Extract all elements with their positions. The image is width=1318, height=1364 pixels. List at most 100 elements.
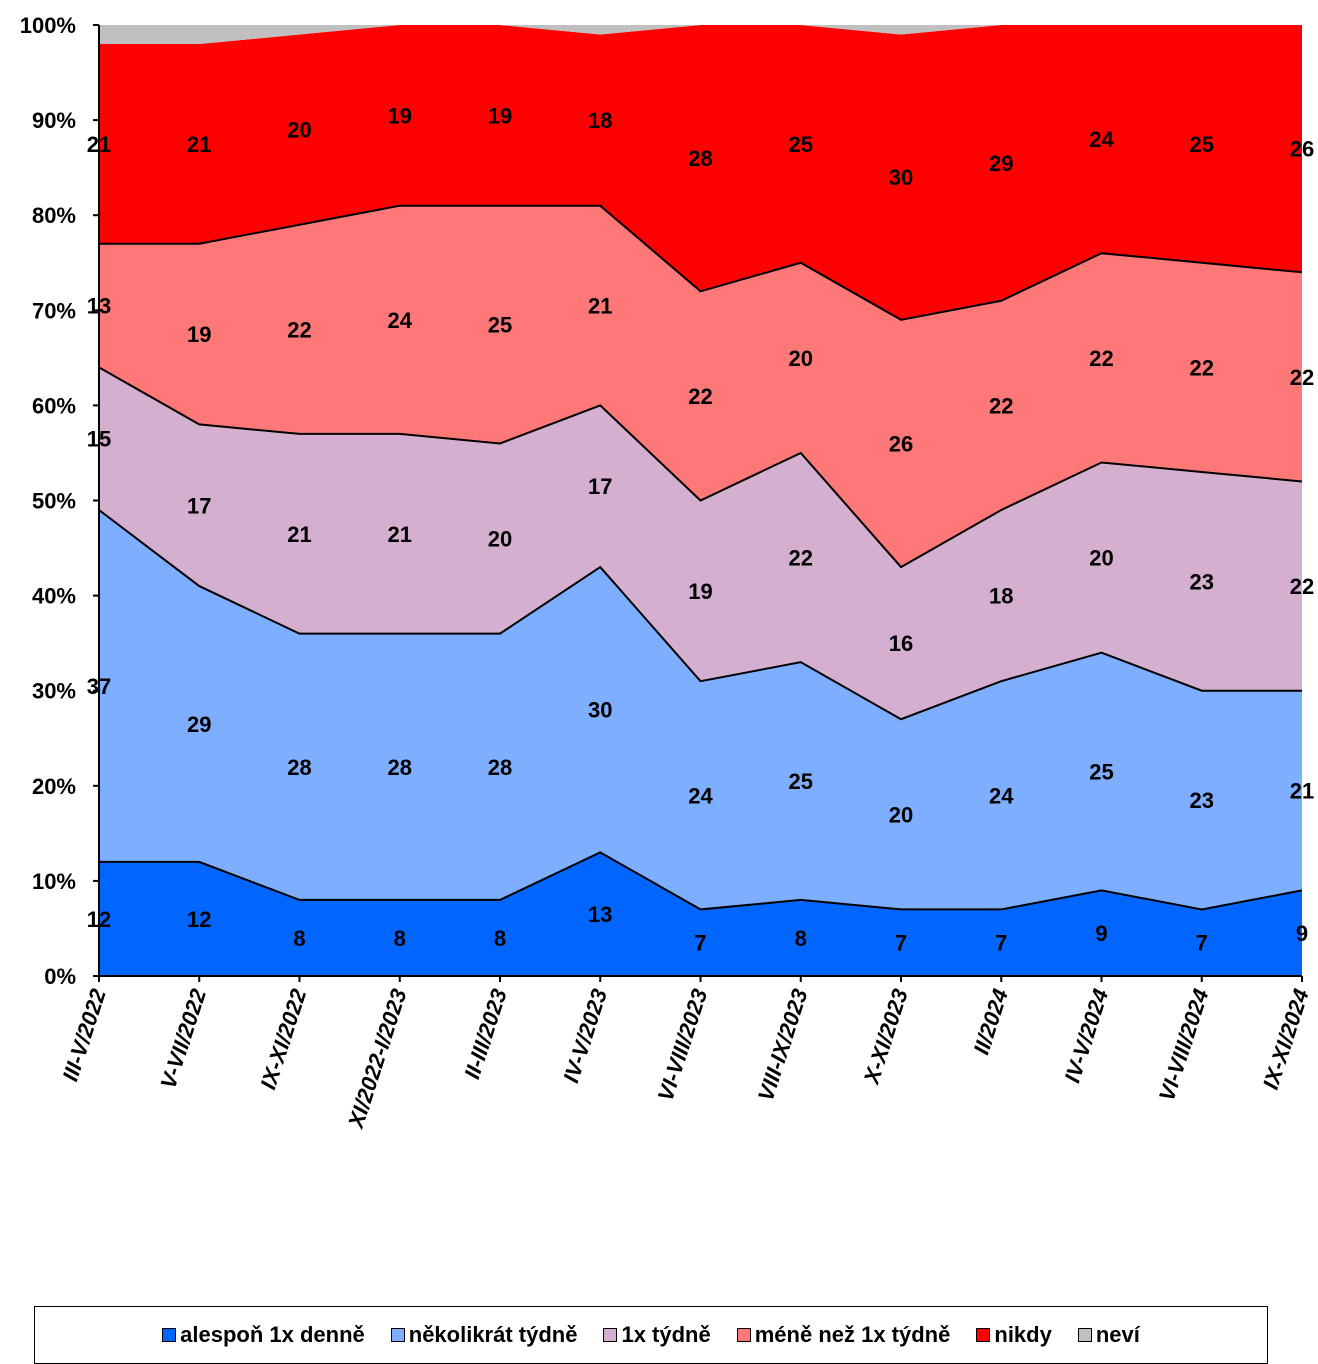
data-label-nekolikrat-tydne: 25 (1089, 760, 1113, 785)
legend-swatch (1077, 1328, 1092, 1342)
data-label-mene-nez-1x-tydne: 22 (1190, 355, 1214, 380)
x-tick-label: IV-V/2024 (1059, 986, 1113, 1086)
y-tick-label: 40% (32, 584, 76, 609)
area-series-group (99, 25, 1302, 976)
data-label-1x-tydne: 17 (588, 474, 612, 499)
data-label-1x-tydne: 16 (889, 631, 913, 656)
x-tick-label: VI-VIII/2023 (653, 986, 713, 1104)
area-1x-tydne (99, 367, 1302, 720)
legend-label: nikdy (994, 1322, 1052, 1347)
data-labels: 12 12 8 8 8 13 7 8 7 7 9 7 9 37 29 28 28 28 30 24 25 20 24 25 23… (87, 103, 1314, 955)
area-nikdy (99, 25, 1302, 320)
data-label-1x-tydne: 18 (989, 584, 1013, 609)
data-label-nekolikrat-tydne: 28 (488, 755, 512, 780)
border-nekolikrat-tydne (98, 509, 1302, 721)
data-label-1x-tydne: 20 (1089, 546, 1113, 571)
data-label-1x-tydne: 22 (789, 546, 813, 571)
x-tick-label: VIII-IX/2023 (753, 986, 813, 1104)
x-tick-label: V-VII/2022 (155, 985, 211, 1092)
area-alespon-1x-denne (99, 852, 1302, 976)
axes (93, 24, 1303, 982)
data-label-alespon-1x-denne: 8 (494, 926, 506, 951)
data-label-nikdy: 20 (287, 118, 311, 143)
data-label-1x-tydne: 19 (688, 579, 712, 604)
data-label-alespon-1x-denne: 8 (394, 926, 406, 951)
data-label-mene-nez-1x-tydne: 24 (388, 308, 413, 333)
y-axis-tick-labels: 0% 10% 20% 30% 40% 50% 60% 70% 80% 90% 100% (20, 13, 76, 989)
legend-item-nikdy: nikdy (976, 1322, 1052, 1348)
legend-label: méně než 1x týdně (754, 1322, 951, 1347)
data-label-nikdy: 19 (488, 103, 512, 128)
data-label-mene-nez-1x-tydne: 13 (87, 294, 111, 319)
legend-item-mene-nez-1x-tydne: méně než 1x týdně (736, 1322, 951, 1348)
x-tick-label: II/2024 (968, 986, 1013, 1058)
data-label-mene-nez-1x-tydne: 20 (789, 346, 813, 371)
legend-swatch (390, 1328, 405, 1342)
data-label-mene-nez-1x-tydne: 22 (688, 384, 712, 409)
x-tick-label: IX-XI/2024 (1258, 986, 1314, 1093)
data-label-nikdy: 18 (588, 108, 612, 133)
y-tick-label: 0% (44, 964, 76, 989)
data-label-nikdy: 25 (1190, 132, 1214, 157)
data-label-mene-nez-1x-tydne: 26 (889, 431, 913, 456)
legend-item-alespon-1x-denne: alespoň 1x denně (162, 1322, 365, 1348)
legend-swatch (162, 1328, 177, 1342)
y-tick-label: 90% (32, 108, 76, 133)
data-label-nekolikrat-tydne: 37 (87, 674, 111, 699)
area-nevi (99, 25, 1302, 45)
data-label-alespon-1x-denne: 8 (795, 926, 807, 951)
x-tick-label: XI/2022-I/2023 (343, 986, 412, 1133)
y-tick-label: 60% (32, 393, 76, 418)
data-label-alespon-1x-denne: 7 (995, 931, 1007, 956)
legend-swatch (603, 1328, 618, 1342)
y-tick-label: 100% (20, 13, 76, 38)
y-tick-label: 20% (32, 774, 76, 799)
legend-label: neví (1095, 1322, 1140, 1347)
x-tick-label: IX-XI/2022 (255, 985, 311, 1092)
data-label-mene-nez-1x-tydne: 22 (989, 393, 1013, 418)
x-tick-label: VI-VIII/2024 (1154, 986, 1214, 1104)
legend-swatch (736, 1328, 751, 1342)
data-label-nekolikrat-tydne: 25 (789, 769, 813, 794)
data-label-mene-nez-1x-tydne: 19 (187, 322, 211, 347)
x-tick-label: IV-V/2023 (558, 986, 612, 1086)
data-label-nekolikrat-tydne: 23 (1190, 788, 1214, 813)
data-label-alespon-1x-denne: 12 (187, 907, 211, 932)
data-label-1x-tydne: 17 (187, 493, 211, 518)
legend-label: 1x týdně (621, 1322, 711, 1347)
border-mene-nez-1x-tydne (99, 204, 1303, 321)
y-tick-label: 80% (32, 203, 76, 228)
data-label-nikdy: 21 (187, 132, 211, 157)
data-label-nikdy: 29 (989, 151, 1013, 176)
data-label-1x-tydne: 20 (488, 527, 512, 552)
x-axis-tick-labels: III-V/2022 V-VII/2022 IX-XI/2022 XI/2022-I/… (58, 985, 1314, 1133)
legend-item-nekolikrat-tydne: několikrát týdně (390, 1322, 577, 1348)
data-label-nikdy: 28 (688, 146, 712, 171)
x-tick-label: II-III/2023 (459, 986, 512, 1082)
series-border-lines (98, 204, 1303, 911)
data-label-nikdy: 21 (87, 132, 111, 157)
stacked-area-chart: 0% 10% 20% 30% 40% 50% 60% 70% 80% 90% 100% III-V/… (20, 13, 1315, 1133)
data-label-nekolikrat-tydne: 29 (187, 712, 211, 737)
data-label-1x-tydne: 23 (1190, 569, 1214, 594)
y-tick-label: 50% (32, 489, 76, 514)
data-label-nekolikrat-tydne: 20 (889, 802, 913, 827)
data-label-alespon-1x-denne: 13 (588, 902, 612, 927)
legend: alespoň 1x denně několikrát týdně 1x týdně… (34, 1306, 1268, 1364)
data-label-alespon-1x-denne: 7 (895, 931, 907, 956)
data-label-mene-nez-1x-tydne: 22 (1290, 365, 1314, 390)
data-label-nekolikrat-tydne: 21 (1290, 779, 1314, 804)
y-tick-label: 30% (32, 679, 76, 704)
data-label-alespon-1x-denne: 9 (1095, 921, 1107, 946)
border-alespon-1x-denne (99, 851, 1303, 911)
x-tick-label: X-XI/2023 (858, 986, 913, 1089)
data-label-nekolikrat-tydne: 24 (989, 783, 1014, 808)
data-label-nekolikrat-tydne: 28 (287, 755, 311, 780)
data-label-1x-tydne: 22 (1290, 574, 1314, 599)
data-label-nikdy: 24 (1089, 127, 1114, 152)
data-label-1x-tydne: 15 (87, 427, 111, 452)
legend-item-nevi: neví (1077, 1322, 1140, 1348)
data-label-alespon-1x-denne: 9 (1296, 921, 1308, 946)
y-tick-label: 10% (32, 869, 76, 894)
legend-label: alespoň 1x denně (180, 1322, 365, 1347)
